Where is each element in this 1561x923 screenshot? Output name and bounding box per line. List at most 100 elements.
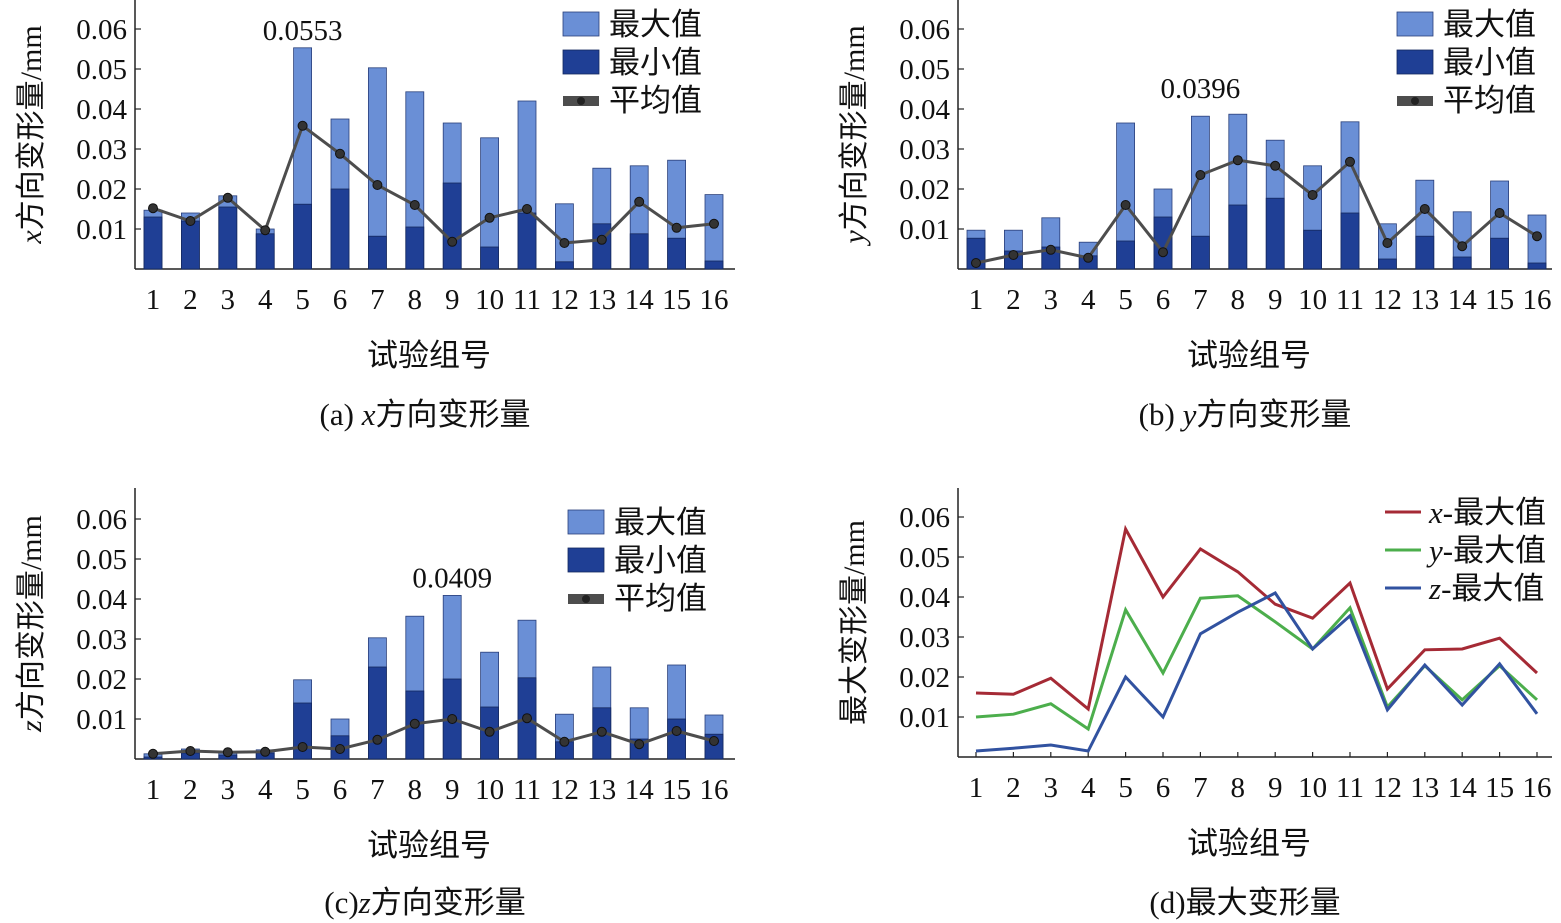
- y-axis-label-var: z: [15, 720, 48, 733]
- caption-text: 方向变形量: [1196, 397, 1351, 432]
- bar-min: [1303, 229, 1322, 270]
- mean-point: [971, 258, 981, 268]
- x-tick-label: 10: [1298, 772, 1327, 804]
- mean-point: [671, 726, 682, 736]
- legend-marker-mean: [1411, 97, 1419, 105]
- mean-line: [152, 716, 715, 756]
- mean-point: [559, 238, 570, 248]
- y-axis-label: y方向变形量/mm: [838, 25, 871, 246]
- caption-prefix: (d): [1149, 885, 1185, 920]
- y-tick-label: 0.06: [899, 502, 950, 534]
- bar-min: [1116, 240, 1135, 270]
- x-tick-label: 5: [1118, 772, 1133, 804]
- y-tick-label: 0.01: [76, 704, 127, 736]
- x-tick-label: 14: [625, 284, 655, 316]
- x-tick-label: 16: [1523, 284, 1552, 316]
- legend-label: z-最大值: [1428, 571, 1544, 606]
- x-tick-label: 7: [1193, 772, 1208, 804]
- bar-min: [592, 223, 612, 270]
- series-line-x: [975, 524, 1539, 712]
- bar-min: [293, 203, 313, 270]
- x-tick-label: 9: [1268, 284, 1283, 316]
- legend-label: 平均值: [1443, 83, 1536, 118]
- y-tick-label: 0.04: [76, 584, 127, 616]
- y-tick-label: 0.02: [899, 662, 950, 694]
- caption-text: 最大变形量: [1186, 885, 1341, 920]
- x-tick-label: 6: [333, 284, 348, 316]
- x-tick-label: 16: [700, 284, 729, 316]
- x-tick-label: 12: [1373, 284, 1402, 316]
- caption-prefix: (a): [320, 397, 362, 432]
- caption-var: z: [358, 885, 371, 920]
- y-tick-label: 0.02: [76, 664, 127, 696]
- x-tick-label: 3: [221, 284, 236, 316]
- legend-label: x-最大值: [1428, 495, 1546, 530]
- bar-annotation: 0.0409: [412, 562, 492, 594]
- legend-label: 平均值: [614, 581, 707, 616]
- x-tick-label: 12: [550, 774, 579, 806]
- mean-point: [335, 744, 345, 754]
- mean-point: [447, 714, 458, 724]
- y-axis-label-var: x: [15, 230, 48, 245]
- x-tick-label: 10: [1298, 284, 1327, 316]
- y-tick-label: 0.01: [76, 214, 127, 246]
- x-tick-label: 3: [1044, 284, 1059, 316]
- bar-min: [1228, 204, 1248, 270]
- mean-line: [152, 123, 715, 245]
- mean-point: [1120, 200, 1131, 210]
- chart-panel-3: 0.010.020.030.040.050.061 2 3 4 5 6 7 8 9 10 11 12 1…: [15, 488, 735, 920]
- x-tick-label: 16: [700, 774, 729, 806]
- mean-point: [372, 180, 383, 190]
- bar-min: [629, 233, 649, 270]
- mean-point: [1457, 241, 1468, 252]
- y-tick-label: 0.05: [76, 54, 127, 86]
- bar-annotation: 0.0396: [1161, 73, 1241, 105]
- bar-min: [1191, 235, 1210, 270]
- mean-point: [1195, 170, 1206, 180]
- caption-prefix: (c): [324, 885, 358, 920]
- panel-caption: (b) y方向变形量: [1139, 397, 1352, 432]
- y-tick-label: 0.02: [76, 174, 127, 206]
- mean-point: [596, 234, 607, 245]
- x-tick-label: 16: [1523, 772, 1552, 804]
- y-axis-label: 最大变形量/mm: [838, 520, 871, 725]
- mean-point: [222, 747, 233, 758]
- mean-point: [148, 748, 158, 759]
- x-tick-label: 1: [146, 774, 161, 806]
- bar-min: [330, 188, 350, 270]
- bar-min: [1415, 235, 1435, 270]
- legend-swatch-min: [567, 547, 605, 573]
- legend-label-text: -最大值: [1441, 571, 1544, 606]
- mean-point: [522, 713, 532, 724]
- bar-max: [1527, 214, 1547, 270]
- y-tick-label: 0.03: [76, 624, 127, 656]
- mean-point: [1232, 155, 1243, 166]
- bar-min: [517, 212, 537, 270]
- caption-var: x: [361, 397, 376, 432]
- bar-min: [367, 666, 387, 760]
- x-tick-label: 4: [258, 774, 273, 806]
- y-tick-label: 0.06: [76, 14, 127, 46]
- x-tick-label: 12: [1373, 772, 1402, 804]
- x-axis-label: 试验组号: [1187, 826, 1311, 861]
- chart-panel-2: 0.010.020.030.040.050.061 2 3 4 5 6 7 8 9 10 11 12 1…: [838, 0, 1552, 432]
- legend-label: 最大值: [609, 7, 702, 42]
- y-axis-label-var: y: [838, 230, 871, 247]
- legend-swatch-max: [562, 11, 600, 37]
- x-axis-label: 试验组号: [367, 828, 491, 863]
- bar-min: [405, 226, 425, 270]
- legend-label: 最小值: [609, 45, 702, 80]
- mean-point: [447, 236, 458, 247]
- bar-min: [367, 235, 387, 270]
- mean-point: [484, 726, 495, 737]
- bar-min: [1340, 212, 1360, 270]
- x-tick-label: 2: [1006, 284, 1021, 316]
- mean-point: [1494, 208, 1505, 218]
- bar-min: [1378, 258, 1397, 270]
- y-tick-label: 0.03: [76, 134, 127, 166]
- caption-var: y: [1180, 397, 1197, 432]
